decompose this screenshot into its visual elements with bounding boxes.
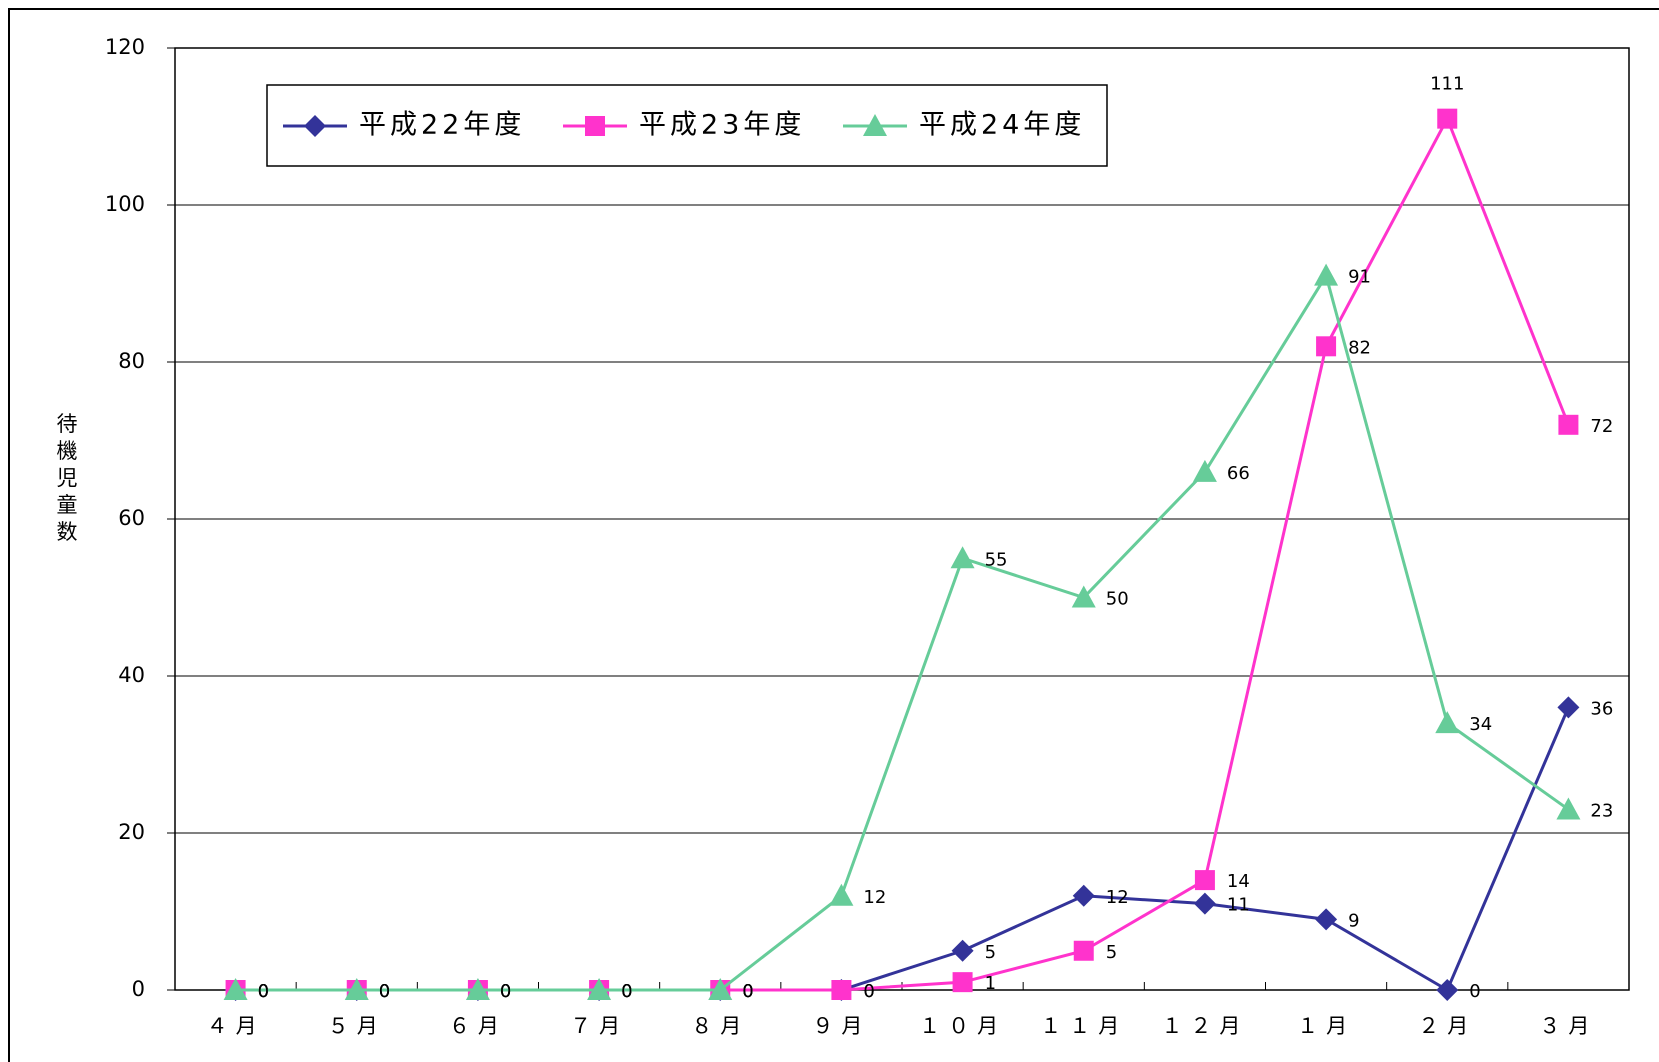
point [587,978,612,1000]
point [1557,696,1580,719]
legend-box [266,84,1108,167]
point [708,978,733,1000]
x-tick-label: １月 [1297,1014,1355,1038]
data-label: 0 [621,981,632,1002]
legend-marker [863,114,887,136]
data-label: 55 [985,549,1008,570]
data-label: 91 [1348,267,1371,288]
x-tick-label: ７月 [570,1014,628,1038]
point [1073,940,1094,961]
data-label: 11 [1227,895,1250,916]
point [950,546,975,569]
point [951,939,974,962]
legend: 平成22年度 平成23年度 平成24年度 [266,84,1108,167]
y-tick-label: 100 [105,192,145,216]
y-tick-label: 0 [132,977,145,1001]
x-tick-label: ８月 [691,1014,749,1038]
data-label: 82 [1348,337,1371,358]
data-label: 66 [1227,463,1250,484]
point [831,980,852,1000]
data-label: 0 [258,981,269,1002]
point [1556,797,1581,820]
y-tick-label: 80 [118,349,145,373]
point [1071,585,1096,608]
legend-label: 平成22年度 [359,110,525,141]
data-label: 50 [1106,589,1129,610]
y-tick-label: 120 [105,35,145,59]
series-line [235,706,1570,993]
point [1315,908,1338,931]
point [1194,870,1215,891]
series: 0 0 0 0 0 0 1 5 14 82 111 72 [225,74,1613,1002]
y-axis-title: 待機児童数 [54,413,78,548]
data-label: 72 [1590,416,1613,437]
data-label: 0 [863,981,874,1002]
x-tick-label: ４月 [207,1014,265,1038]
data-label: 36 [1590,698,1613,719]
x-tick-label: ２月 [1418,1014,1476,1038]
series-line [235,271,1570,992]
data-label: 12 [1106,887,1129,908]
legend-marker [304,115,326,137]
point [1558,414,1579,435]
data-label: 12 [863,887,886,908]
data-label: 0 [742,981,753,1002]
data-label: 0 [1469,981,1480,1002]
point [465,978,490,1000]
x-tick-label: １２月 [1161,1014,1248,1038]
series: 0 0 0 0 0 0 5 12 11 9 0 36 [224,696,1613,1002]
point [1193,892,1216,915]
point [223,978,248,1000]
point [952,972,973,993]
data-label: 5 [985,942,996,963]
data-label: 0 [379,981,390,1002]
data-label: 0 [863,981,874,1002]
point [829,883,854,906]
y-tick-label: 60 [118,506,145,530]
data-label: 111 [1430,74,1464,95]
legend-marker [585,116,605,136]
x-tick-label: ９月 [812,1014,870,1038]
x-tick-label: １１月 [1040,1014,1127,1038]
point [1072,884,1095,907]
data-label: 34 [1469,714,1492,735]
legend-label: 平成24年度 [919,110,1085,141]
y-tick-label: 20 [118,820,145,844]
chart-border [8,8,1659,1062]
x-tick-label: ３月 [1539,1014,1597,1038]
data-label: 14 [1227,871,1250,892]
data-label: 9 [1348,910,1359,931]
x-tick-label: ５月 [328,1014,386,1038]
series-line [235,115,1570,992]
x-tick-label: ６月 [449,1014,507,1038]
data-label: 0 [500,981,511,1002]
data-label: 1 [985,973,996,994]
data-label: 23 [1590,800,1613,821]
data-label: 0 [742,981,753,1002]
y-tick-label: 40 [118,663,145,687]
data-label: 5 [1106,942,1117,963]
point [1314,263,1339,286]
point [1316,336,1337,357]
point [344,978,369,1000]
x-tick-label: １０月 [919,1014,1006,1038]
point [1435,711,1460,734]
point [1436,979,1459,1001]
point [1437,108,1458,129]
point [1192,459,1217,482]
legend-label: 平成23年度 [639,110,805,141]
